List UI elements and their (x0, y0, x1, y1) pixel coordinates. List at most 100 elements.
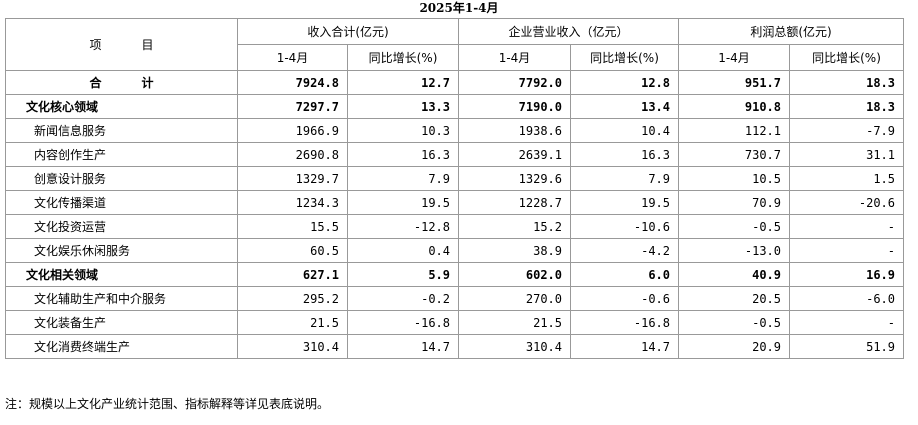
cell-value: -13.0 (678, 238, 790, 263)
cell-value: 18.3 (789, 70, 904, 95)
cell-value: - (789, 214, 904, 239)
cell-value: -20.6 (789, 190, 904, 215)
group-header: 收入合计(亿元) (237, 18, 459, 45)
table-row: 文化传播渠道 1234.3 19.5 1228.7 19.5 70.9 -20.6 (5, 190, 904, 215)
cell-value: 7.9 (570, 166, 679, 191)
row-label: 合计 (5, 70, 238, 95)
subheader-row: 1-4月 同比增长(%) 1-4月 同比增长(%) 1-4月 同比增长(%) (6, 44, 904, 71)
table-row: 文化装备生产 21.5 -16.8 21.5 -16.8 -0.5- (5, 310, 904, 335)
cell-value: 0.4 (347, 238, 459, 263)
cell-value: 7792.0 (458, 70, 571, 95)
cell-value: 910.8 (678, 94, 790, 119)
sub-header: 同比增长(%) (347, 44, 459, 71)
cell-value: - (789, 310, 904, 335)
table-title: 2025年1-4月 (419, 1, 499, 15)
cell-value: 6.0 (570, 262, 679, 287)
cell-value: 19.5 (570, 190, 679, 215)
cell-value: 1329.7 (237, 166, 348, 191)
cell-value: 19.5 (347, 190, 459, 215)
cell-value: 1966.9 (237, 118, 348, 143)
cell-value: -0.2 (347, 286, 459, 311)
sub-header: 1-4月 (678, 44, 790, 71)
cell-value: 730.7 (678, 142, 790, 167)
table-row: 内容创作生产 2690.8 16.3 2639.1 16.3 730.7 31.1 (5, 142, 904, 167)
cell-value: 51.9 (789, 334, 904, 359)
cell-value: 60.5 (237, 238, 348, 263)
cell-value: 18.3 (789, 94, 904, 119)
table-row: 文化消费终端生产 310.4 14.7 310.4 14.7 20.9 51.9 (5, 334, 904, 359)
cell-value: 31.1 (789, 142, 904, 167)
cell-value: 295.2 (237, 286, 348, 311)
cell-value: -10.6 (570, 214, 679, 239)
table-row: 文化相关领域 627.1 5.9 602.0 6.0 40.9 16.9 (5, 262, 904, 287)
sub-header: 同比增长(%) (789, 44, 904, 71)
cell-value: 14.7 (570, 334, 679, 359)
sub-header: 1-4月 (458, 44, 571, 71)
cell-value: 16.9 (789, 262, 904, 287)
row-label: 文化消费终端生产 (5, 334, 238, 359)
cell-value: 602.0 (458, 262, 571, 287)
row-label: 新闻信息服务 (5, 118, 238, 143)
table-row: 文化辅助生产和中介服务 295.2 -0.2 270.0 -0.6 20.5 -6.0 (5, 286, 904, 311)
cell-value: 20.5 (678, 286, 790, 311)
row-label: 创意设计服务 (5, 166, 238, 191)
cell-value: 1329.6 (458, 166, 571, 191)
cell-value: 14.7 (347, 334, 459, 359)
cell-value: 310.4 (458, 334, 571, 359)
row-label: 文化娱乐休闲服务 (5, 238, 238, 263)
cell-value: 1234.3 (237, 190, 348, 215)
cell-value: -16.8 (570, 310, 679, 335)
cell-value: 13.4 (570, 94, 679, 119)
row-label: 文化核心领域 (5, 94, 238, 119)
cell-value: 2690.8 (237, 142, 348, 167)
row-label: 内容创作生产 (5, 142, 238, 167)
cell-value: 16.3 (570, 142, 679, 167)
table-row: 文化核心领域 7297.7 13.3 7190.0 13.4 910.8 18.3 (5, 94, 904, 119)
cell-value: 2639.1 (458, 142, 571, 167)
table-row: 文化投资运营 15.5 -12.8 15.2 -10.6 -0.5- (5, 214, 904, 239)
sub-header: 1-4月 (237, 44, 348, 71)
row-label: 文化装备生产 (5, 310, 238, 335)
cell-value: 15.5 (237, 214, 348, 239)
cell-value: -0.5 (678, 214, 790, 239)
row-label: 文化投资运营 (5, 214, 238, 239)
cell-value: 1228.7 (458, 190, 571, 215)
cell-value: -4.2 (570, 238, 679, 263)
row-label: 文化传播渠道 (5, 190, 238, 215)
cell-value: 13.3 (347, 94, 459, 119)
cell-value: 15.2 (458, 214, 571, 239)
cell-value: 112.1 (678, 118, 790, 143)
cell-value: 10.4 (570, 118, 679, 143)
cell-value: 7924.8 (237, 70, 348, 95)
cell-value: 1.5 (789, 166, 904, 191)
data-table: 项目 收入合计(亿元) 企业营业收入（亿元） 利润总额(亿元) 1-4月 同比增长(%) 1… (5, 18, 904, 359)
cell-value: 951.7 (678, 70, 790, 95)
table-row: 合计 7924.8 12.7 7792.0 12.8 951.7 18.3 (5, 70, 904, 95)
group-header: 利润总额(亿元) (678, 18, 904, 45)
row-label: 文化相关领域 (5, 262, 238, 287)
cell-value: 10.5 (678, 166, 790, 191)
sub-header: 同比增长(%) (570, 44, 679, 71)
cell-value: -0.6 (570, 286, 679, 311)
row-label: 文化辅助生产和中介服务 (5, 286, 238, 311)
group-header: 企业营业收入（亿元） (458, 18, 679, 45)
table-row: 文化娱乐休闲服务 60.5 0.4 38.9 -4.2 -13.0- (5, 238, 904, 263)
cell-value: 16.3 (347, 142, 459, 167)
corner-header: 项目 (5, 18, 238, 71)
table-row: 新闻信息服务 1966.9 10.3 1938.6 10.4 112.1 -7.9 (5, 118, 904, 143)
cell-value: -0.5 (678, 310, 790, 335)
cell-value: -7.9 (789, 118, 904, 143)
cell-value: - (789, 238, 904, 263)
cell-value: 20.9 (678, 334, 790, 359)
cell-value: -12.8 (347, 214, 459, 239)
cell-value: 12.8 (570, 70, 679, 95)
cell-value: 270.0 (458, 286, 571, 311)
cell-value: 38.9 (458, 238, 571, 263)
cell-value: 21.5 (237, 310, 348, 335)
cell-value: 310.4 (237, 334, 348, 359)
cell-value: 7297.7 (237, 94, 348, 119)
cell-value: 70.9 (678, 190, 790, 215)
cell-value: 1938.6 (458, 118, 571, 143)
header-row: 项目 收入合计(亿元) 企业营业收入（亿元） 利润总额(亿元) (5, 18, 904, 71)
